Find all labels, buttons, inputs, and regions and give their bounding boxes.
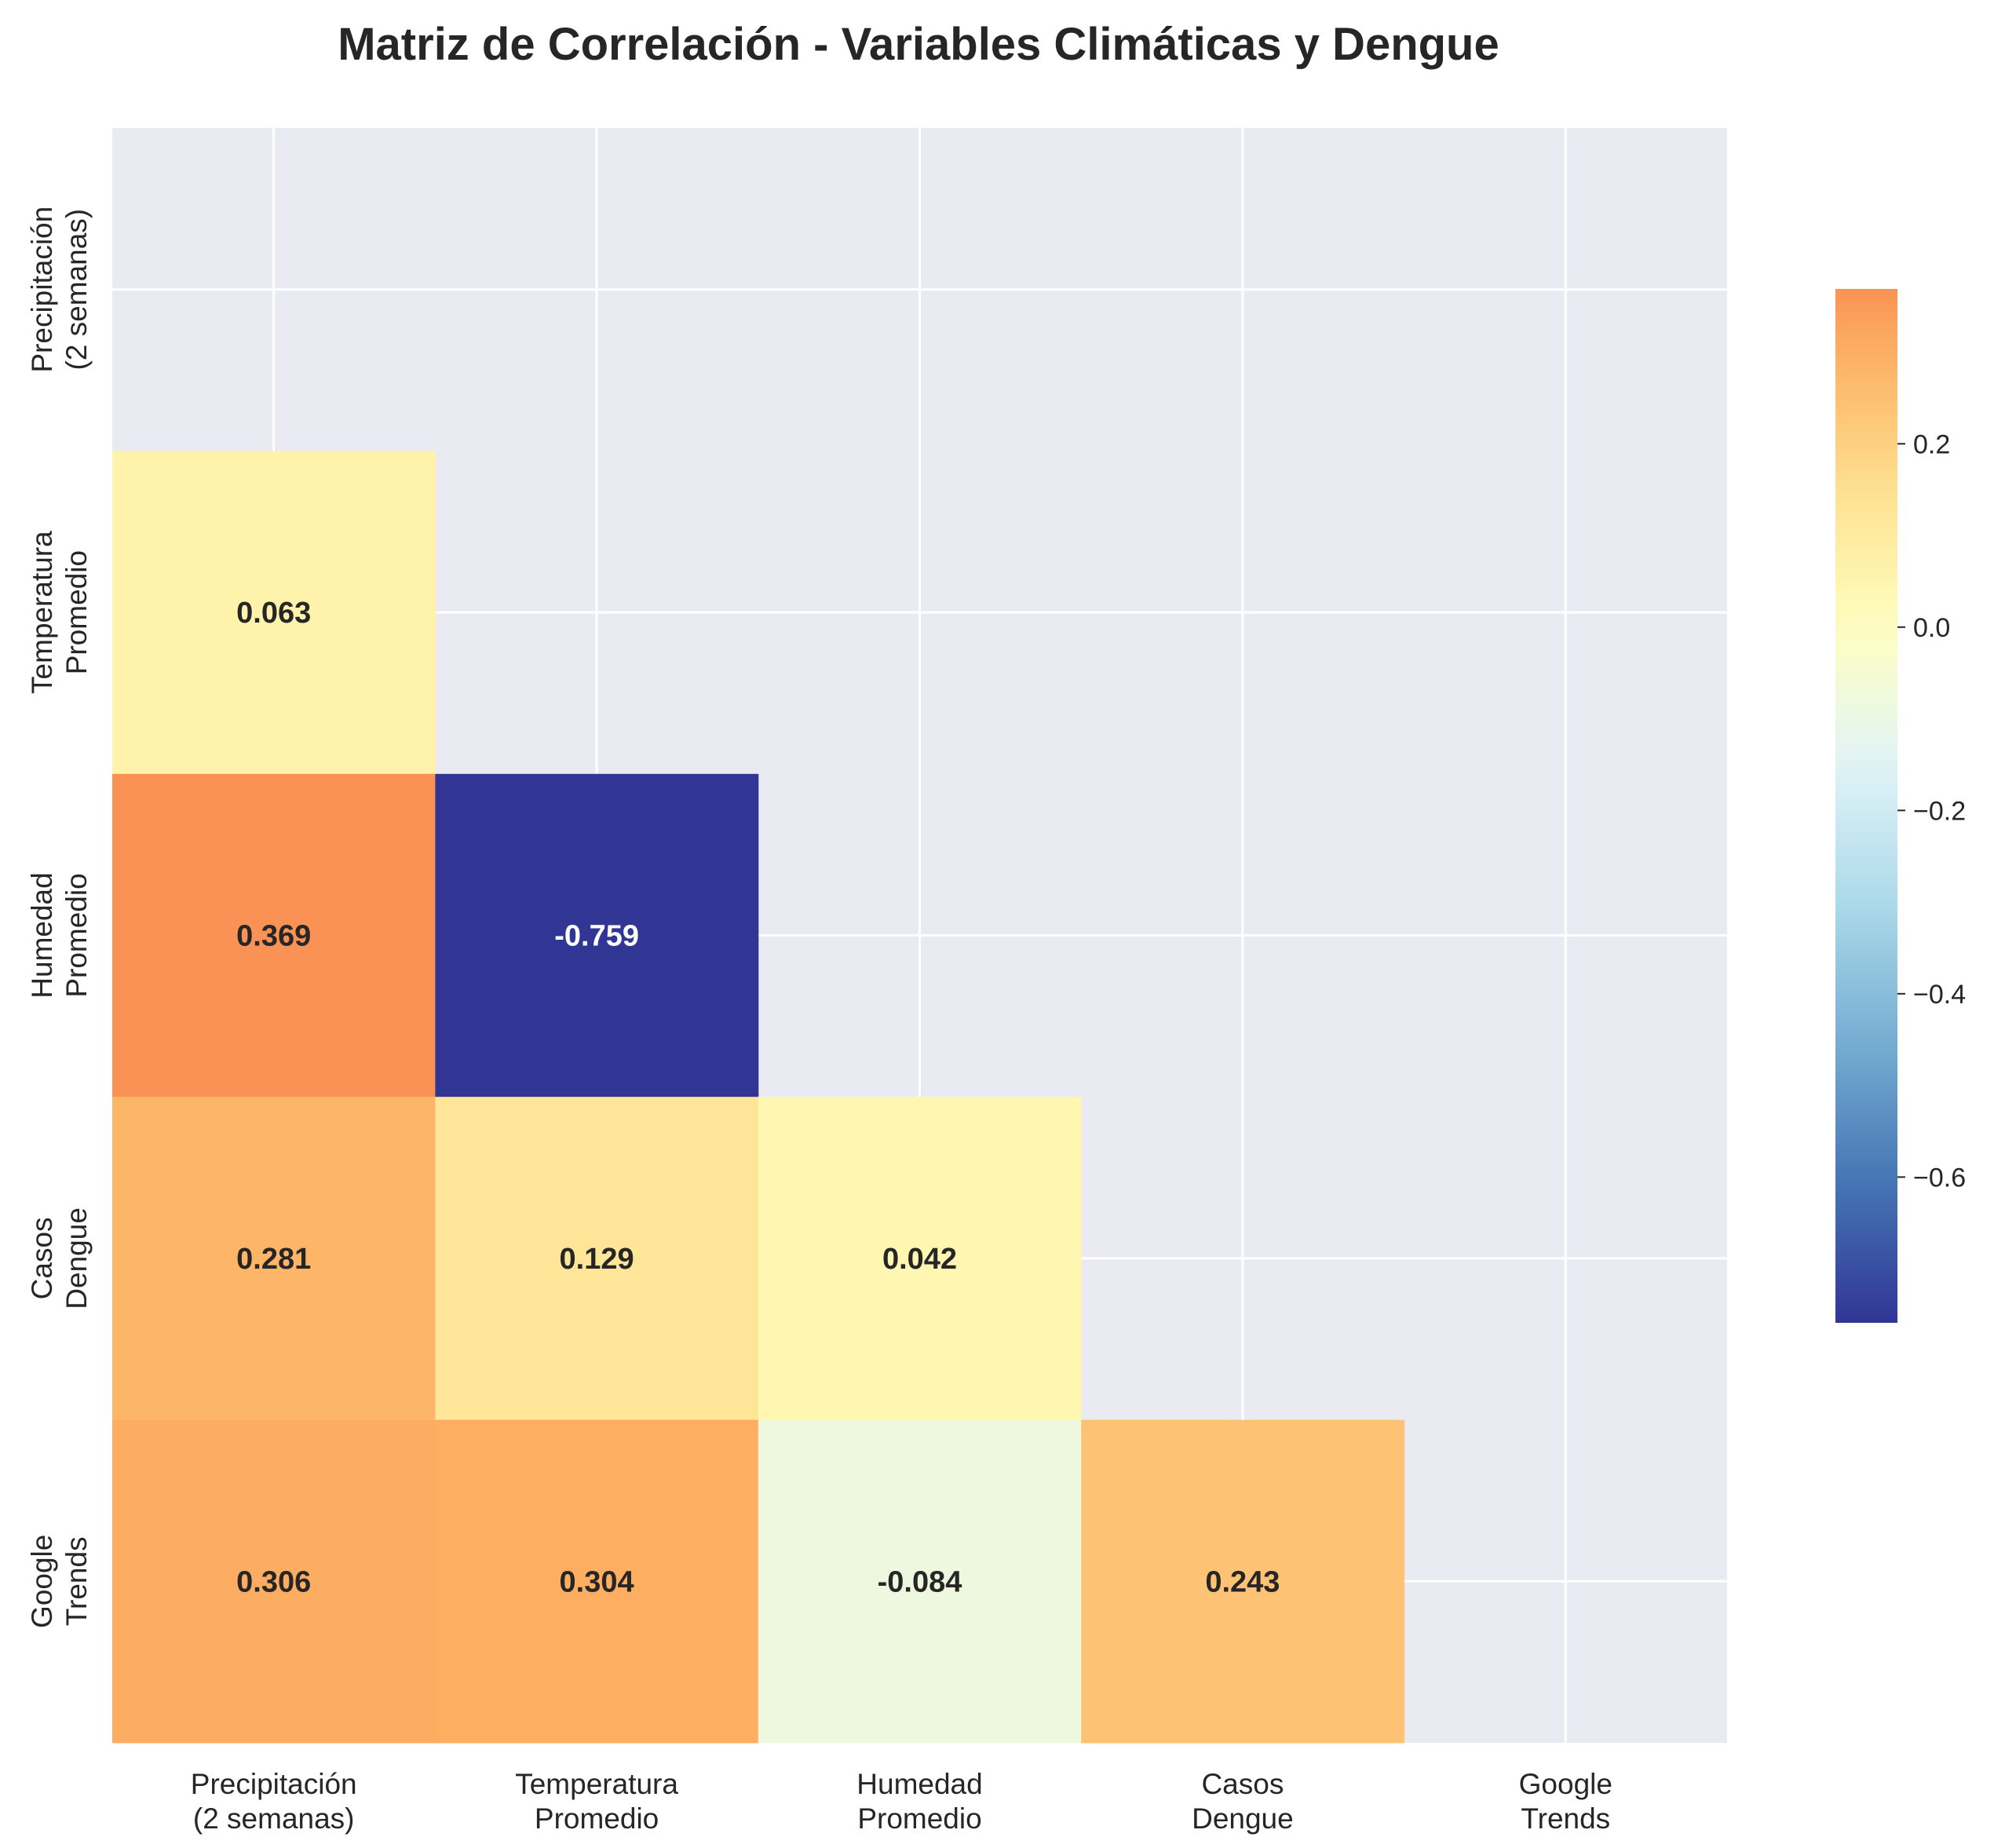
y-tick-label: TemperaturaPromedio	[26, 531, 93, 694]
colorbar-tick-label: 0.0	[1913, 613, 1950, 643]
colorbar-gradient	[1835, 289, 1897, 1323]
heatmap-cell	[1081, 1419, 1405, 1744]
heatmap-cell	[112, 773, 436, 1097]
heatmap-cell	[112, 1097, 436, 1421]
heatmap-cell	[112, 1419, 436, 1744]
heatmap-cell	[435, 1419, 759, 1744]
x-tick-label: Precipitación (2 semanas)	[191, 1768, 357, 1835]
colorbar-tick-label: −0.4	[1913, 980, 1966, 1010]
cell-value-label: 0.063	[236, 597, 311, 630]
x-axis-tick-labels: Precipitación (2 semanas) Temperatura Prome…	[191, 1768, 1612, 1835]
colorbar-tick-label: −0.2	[1913, 796, 1966, 826]
y-tick-label: CasosDengue	[26, 1207, 93, 1309]
y-axis-tick-labels: Precipitación(2 semanas) TemperaturaProme…	[26, 206, 93, 1628]
heatmap-cell	[112, 451, 436, 775]
colorbar: 0.2 0.0 −0.2 −0.4 −0.6	[1835, 289, 1966, 1323]
x-tick-label: Google Trends	[1519, 1768, 1612, 1835]
x-tick-label: Temperatura Promedio	[515, 1768, 678, 1835]
cell-value-label: 0.243	[1205, 1565, 1280, 1598]
y-tick-label: Precipitación(2 semanas)	[26, 206, 93, 373]
cell-value-label: 0.306	[236, 1565, 311, 1598]
cell-value-label: -0.759	[554, 920, 639, 953]
x-tick-label: Casos Dengue	[1192, 1768, 1294, 1835]
colorbar-tick-label: 0.2	[1913, 429, 1950, 459]
y-tick-label: HumedadPromedio	[26, 872, 93, 998]
chart-title: Matriz de Correlación - Variables Climát…	[338, 19, 1499, 70]
heatmap-cells	[112, 451, 1405, 1744]
cell-value-label: 0.369	[236, 920, 311, 953]
heatmap-cell	[435, 1097, 759, 1421]
heatmap-cell	[435, 773, 759, 1097]
cell-value-label: 0.304	[560, 1565, 634, 1598]
y-tick-label: GoogleTrends	[26, 1535, 93, 1628]
heatmap-cell-labels: 0.063 0.369 -0.759 0.281 0.129 0.042 0.306 0.30…	[236, 597, 1280, 1598]
cell-value-label: 0.281	[236, 1243, 311, 1276]
cell-value-label: 0.129	[560, 1243, 634, 1276]
heatmap-cell	[758, 1097, 1082, 1421]
cell-value-label: 0.042	[882, 1243, 957, 1276]
heatmap-cell	[758, 1419, 1082, 1744]
colorbar-tick-label: −0.6	[1913, 1163, 1966, 1192]
cell-value-label: -0.084	[878, 1565, 962, 1598]
x-tick-label: Humedad Promedio	[856, 1768, 982, 1835]
